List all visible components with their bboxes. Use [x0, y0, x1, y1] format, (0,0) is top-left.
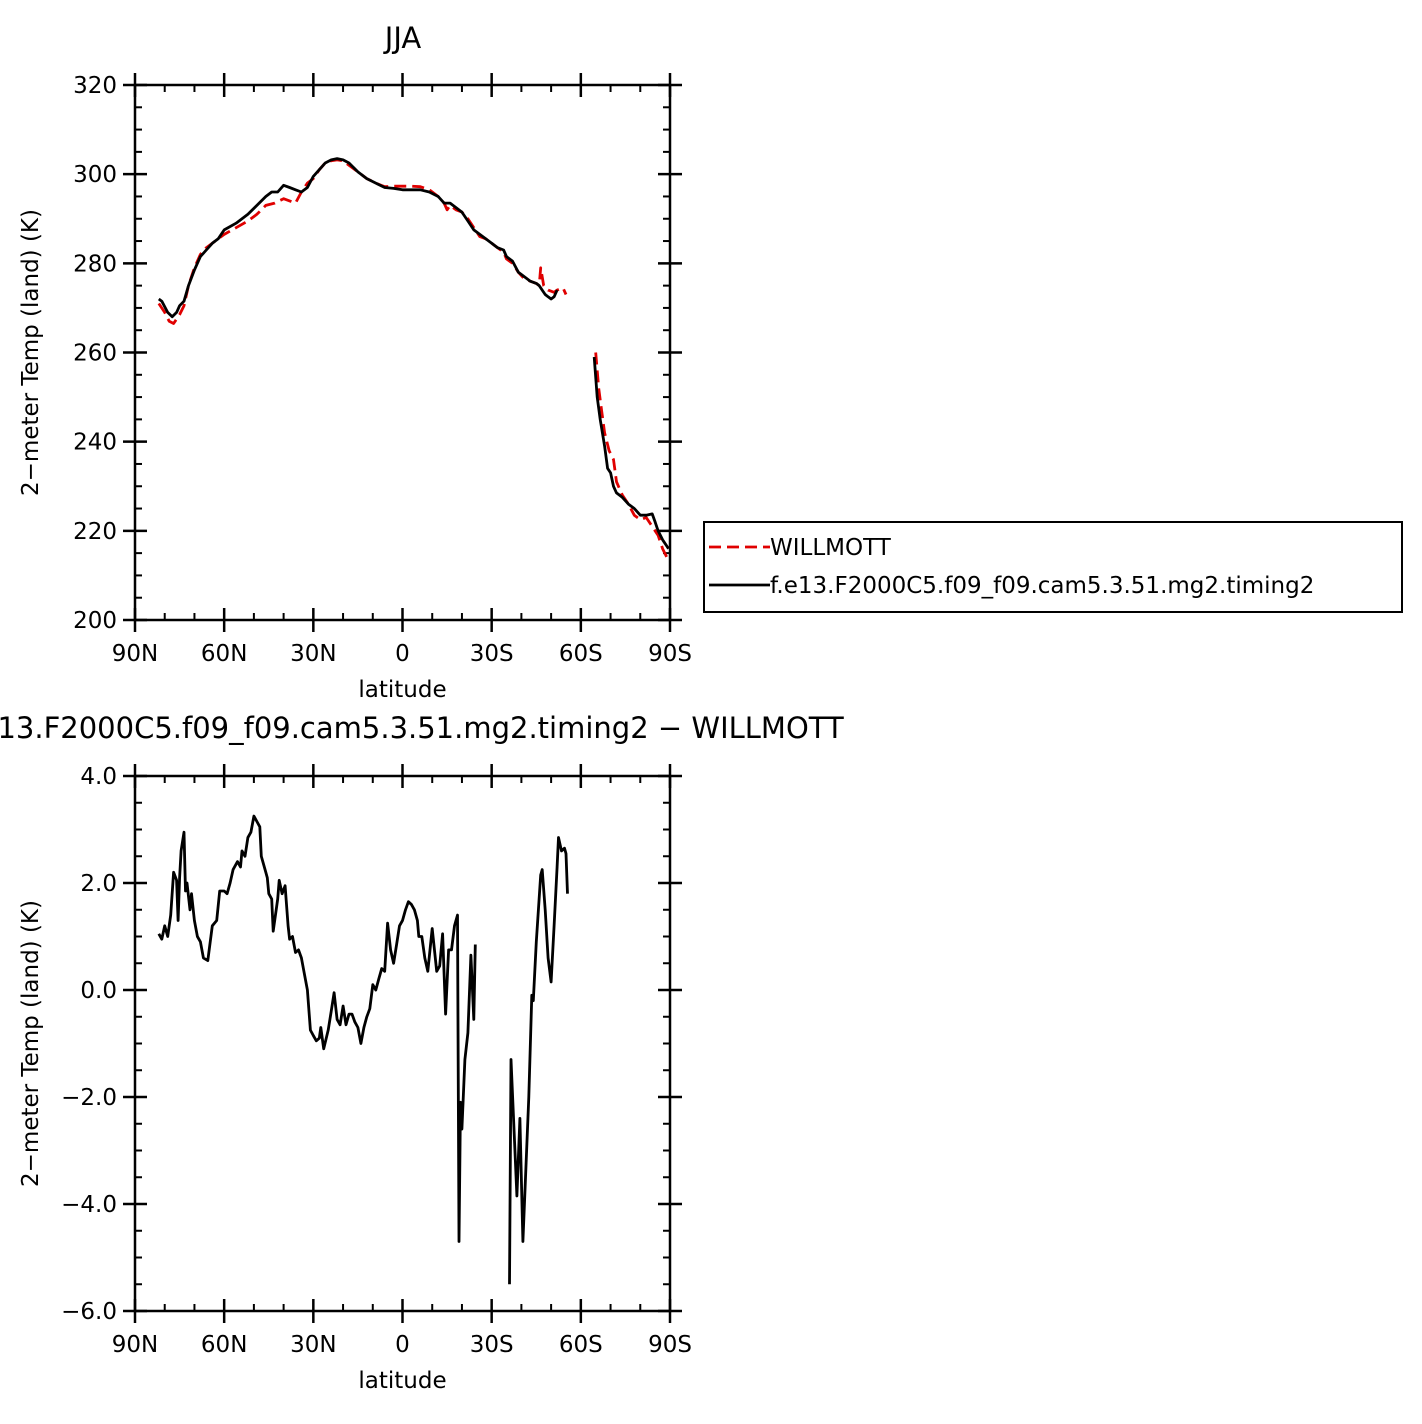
legend-box	[703, 521, 1403, 613]
bottom-x-tick-label: 90S	[648, 1332, 692, 1358]
bottom-x-tick-label: 30S	[470, 1332, 514, 1358]
top-series-line-1	[592, 356, 670, 550]
top-y-tick-label: 220	[73, 519, 117, 545]
top-y-tick-label: 260	[73, 341, 117, 367]
bottom-x-tick-label: 30N	[290, 1332, 336, 1358]
bottom-x-tick-label: 0	[395, 1332, 410, 1358]
bottom-panel: 90N 60N 30N 0 30S 60S 90S −6.0 −4.0 −2.0 0.0 2.0 4.0…	[18, 764, 692, 1394]
legend-label-0: WILLMOTT	[770, 535, 892, 561]
top-x-tick-label: 90S	[648, 641, 692, 667]
top-y-tick-label: 280	[73, 251, 117, 277]
bottom-x-tick-label: 60S	[559, 1332, 603, 1358]
top-x-tick-label: 60S	[559, 641, 603, 667]
bottom-series-line-0	[157, 814, 477, 1243]
bottom-y-tick-label: −6.0	[61, 1299, 117, 1325]
bottom-series-line-0	[508, 836, 569, 1285]
top-x-tick-label: 90N	[112, 641, 158, 667]
top-x-axis-title: latitude	[358, 677, 446, 703]
top-plot-frame	[133, 83, 672, 622]
top-x-tick-label: 30S	[470, 641, 514, 667]
top-x-tick-label: 60N	[201, 641, 247, 667]
bottom-y-tick-label: −2.0	[61, 1085, 117, 1111]
bottom-plot-frame	[133, 774, 672, 1313]
top-series-line-1	[157, 157, 559, 319]
bottom-y-tick-label: 2.0	[80, 871, 117, 897]
bottom-x-axis-title: latitude	[358, 1368, 446, 1394]
bottom-y-axis-title: 2−meter Temp (land) (K)	[18, 900, 44, 1187]
top-x-tick-label: 30N	[290, 641, 336, 667]
top-series-line-0	[157, 158, 568, 325]
bottom-y-tick-label: 0.0	[80, 978, 117, 1004]
top-panel: 90N 60N 30N 0 30S 60S 90S 200 220 240 260 280 300 320…	[18, 73, 692, 703]
top-y-tick-label: 300	[73, 162, 117, 188]
bottom-x-tick-label: 90N	[112, 1332, 158, 1358]
top-x-tick-label: 0	[395, 641, 410, 667]
top-panel-title: JJA	[383, 21, 422, 55]
top-y-axis-title: 2−meter Temp (land) (K)	[18, 209, 44, 496]
top-y-tick-label: 240	[73, 430, 117, 456]
bottom-x-tick-label: 60N	[201, 1332, 247, 1358]
bottom-y-tick-label: −4.0	[61, 1192, 117, 1218]
bottom-y-tick-label: 4.0	[80, 764, 117, 790]
bottom-panel-title: f.e13.F2000C5.f09_f09.cam5.3.51.mg2.timi…	[0, 711, 844, 745]
legend-label-1: f.e13.F2000C5.f09_f09.cam5.3.51.mg2.timi…	[770, 573, 1314, 599]
legend: WILLMOTT f.e13.F2000C5.f09_f09.cam5.3.51.…	[703, 521, 1403, 613]
top-y-tick-label: 200	[73, 608, 117, 634]
top-y-tick-label: 320	[73, 73, 117, 99]
